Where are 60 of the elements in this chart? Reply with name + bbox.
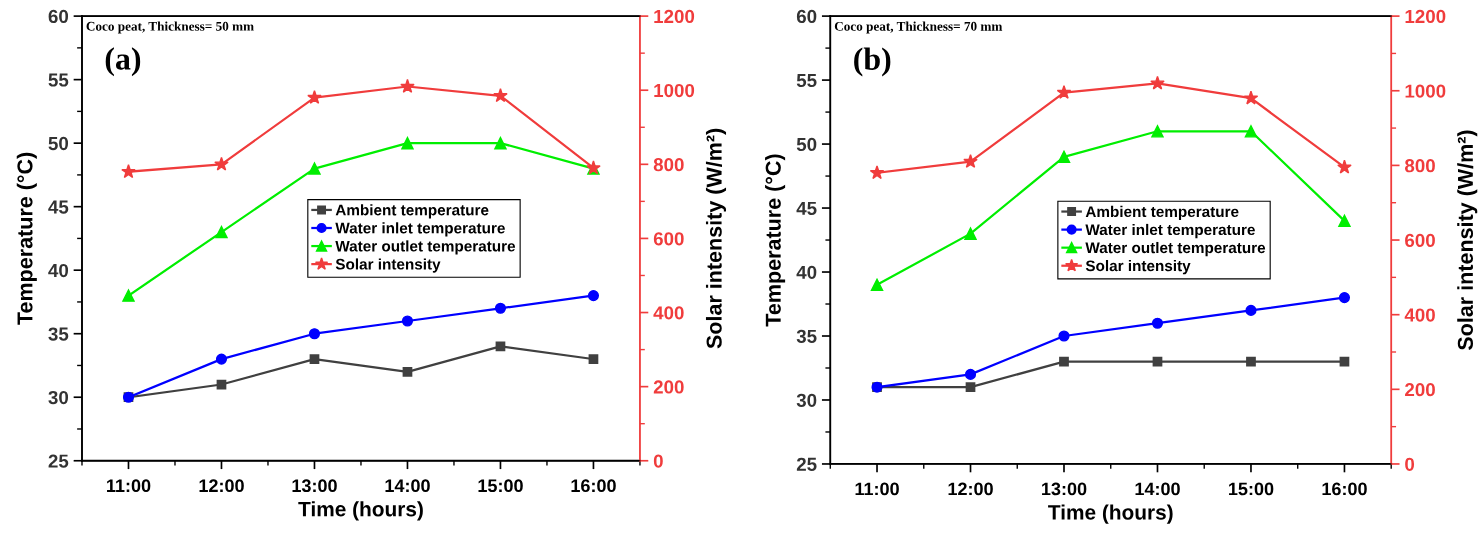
x-tick-label: 11:00 xyxy=(107,479,151,493)
y-tick-label: 45 xyxy=(796,201,817,216)
legend-label: Solar intensity xyxy=(335,258,441,273)
y-axis-title: Temperature (°C) xyxy=(765,154,786,327)
y-tick-label: 50 xyxy=(796,137,817,152)
y2-axis-title: Solar intensity (W/m²) xyxy=(1457,130,1478,351)
y-tick-label: 50 xyxy=(48,136,69,151)
x-tick-label: 12:00 xyxy=(948,482,993,496)
x-tick-label: 15:00 xyxy=(478,479,523,493)
legend-label: Ambient temperature xyxy=(1085,205,1239,221)
y2-tick-label: 400 xyxy=(653,306,684,320)
y2-tick-label: 600 xyxy=(653,232,684,246)
y-tick-label: 25 xyxy=(796,457,817,471)
x-tick-label: 14:00 xyxy=(385,479,430,493)
y-tick-label: 30 xyxy=(48,390,69,405)
y-tick-label: 25 xyxy=(48,454,69,468)
y2-tick-label: 1200 xyxy=(1405,9,1446,24)
y2-tick-label: 0 xyxy=(1405,457,1415,471)
y-tick-label: 45 xyxy=(48,200,69,214)
y2-tick-label: 400 xyxy=(1404,308,1435,322)
x-tick-label: 11:00 xyxy=(855,482,899,496)
y-tick-label: 30 xyxy=(796,393,817,407)
annotation: Coco peat, Thickness= 70 mm xyxy=(834,21,1003,34)
legend-label: Solar intensity xyxy=(1085,260,1191,275)
x-tick-label: 16:00 xyxy=(1322,482,1367,496)
x-tick-label: 14:00 xyxy=(1135,482,1180,496)
y2-tick-label: 1000 xyxy=(654,83,695,98)
x-tick-label: 16:00 xyxy=(571,479,616,493)
legend-label: Water inlet temperature xyxy=(1085,223,1255,239)
y-tick-label: 60 xyxy=(48,9,69,24)
legend-label: Water outlet temperature xyxy=(335,240,516,255)
x-axis-title: Time (hours) xyxy=(298,501,423,521)
y-tick-label: 55 xyxy=(796,73,817,88)
y-tick-label: 40 xyxy=(48,263,69,278)
y2-axis-title: Solar intensity (W/m²) xyxy=(705,128,727,349)
y-tick-label: 55 xyxy=(48,73,69,87)
y-axis-title: Temperature (°C) xyxy=(16,152,37,325)
y2-tick-label: 800 xyxy=(653,158,684,172)
y2-tick-label: 600 xyxy=(1405,233,1435,248)
x-tick-label: 12:00 xyxy=(199,479,244,493)
y-tick-label: 60 xyxy=(796,9,817,24)
annotation: (b) xyxy=(854,47,891,77)
annotation: Coco peat, Thickness= 50 mm xyxy=(86,21,254,34)
y2-tick-label: 1200 xyxy=(654,9,695,24)
x-tick-label: 15:00 xyxy=(1229,482,1274,496)
y2-tick-label: 0 xyxy=(653,454,663,468)
y2-tick-label: 200 xyxy=(653,380,684,394)
y2-tick-label: 200 xyxy=(1405,383,1435,397)
x-tick-label: 13:00 xyxy=(1042,482,1087,496)
annotation: (a) xyxy=(105,47,141,77)
x-tick-label: 13:00 xyxy=(292,479,337,493)
y-tick-label: 35 xyxy=(48,327,69,341)
y-tick-label: 35 xyxy=(796,329,817,344)
y2-tick-label: 1000 xyxy=(1405,84,1446,98)
y-tick-label: 40 xyxy=(796,265,817,280)
legend-label: Water inlet temperature xyxy=(335,222,505,237)
y2-tick-label: 800 xyxy=(1404,159,1435,173)
x-axis-title: Time (hours) xyxy=(1048,504,1173,524)
legend-label: Water outlet temperature xyxy=(1085,241,1266,257)
legend-label: Ambient temperature xyxy=(335,204,489,219)
